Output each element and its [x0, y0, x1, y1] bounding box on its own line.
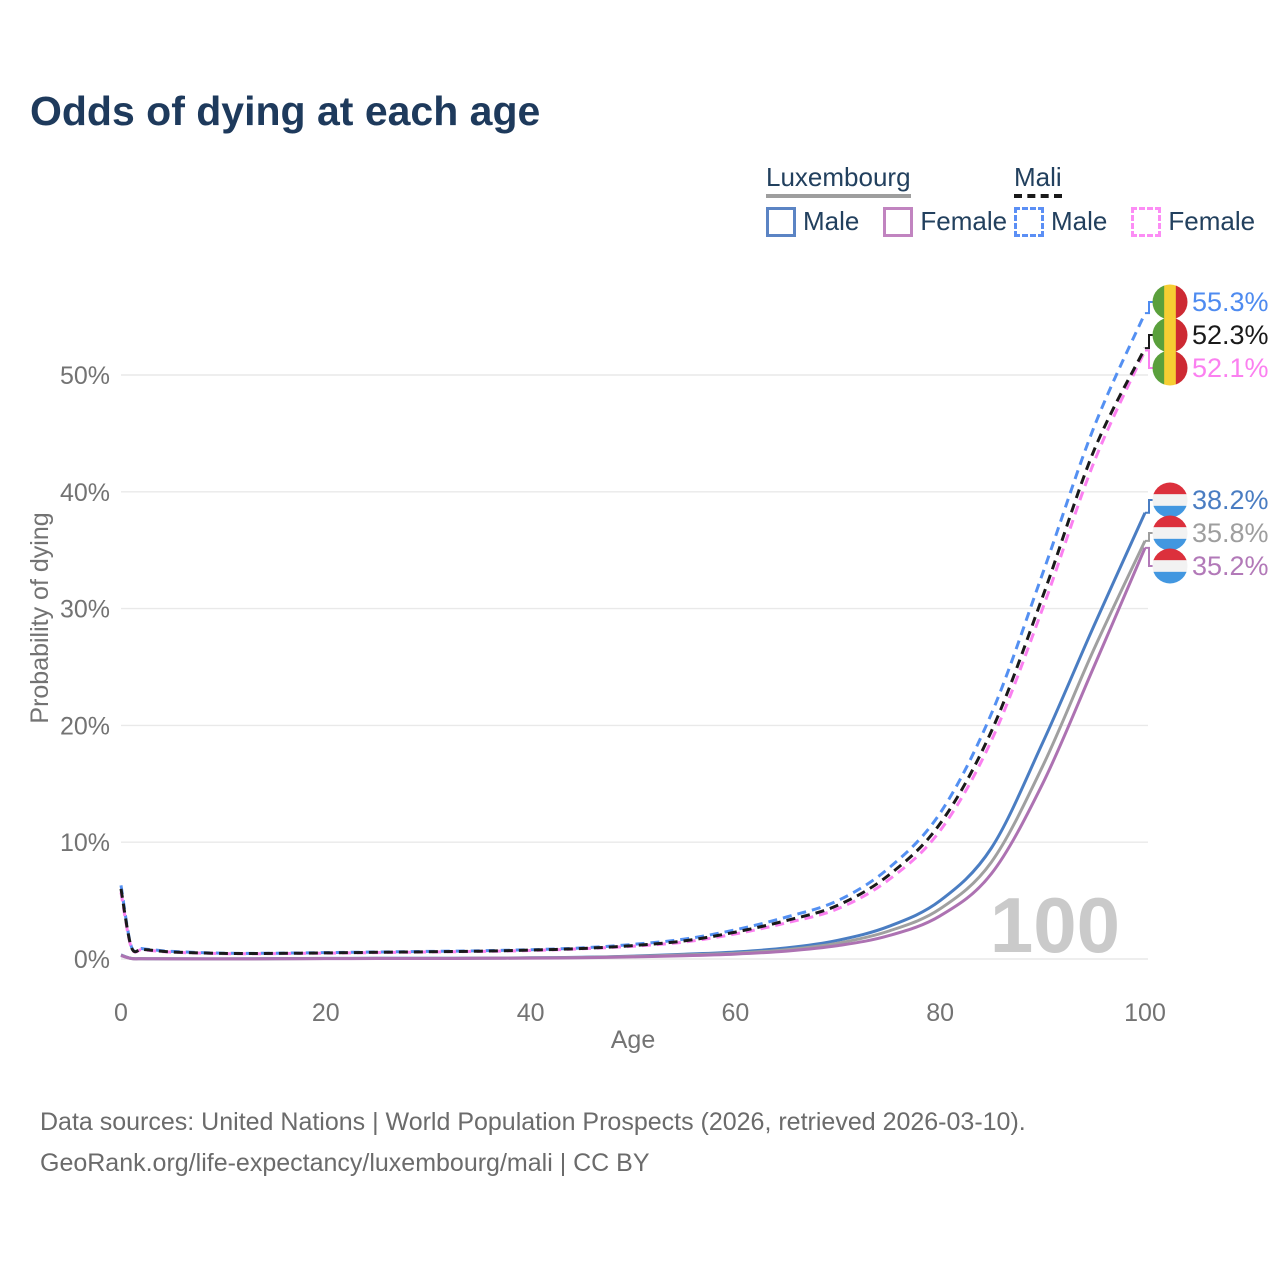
luxembourg-flag-icon — [1152, 548, 1188, 584]
x-tick-label: 80 — [926, 999, 954, 1027]
y-axis-title: Probability of dying — [26, 512, 54, 723]
label-connector — [1145, 301, 1153, 315]
legend: Luxembourg Male Female Mali Male Female — [0, 162, 1280, 252]
mali-flag-icon — [1152, 350, 1188, 386]
footer-line-1: Data sources: United Nations | World Pop… — [40, 1108, 1026, 1136]
end-value-label-mali-female: 52.1% — [1192, 353, 1269, 383]
legend-item-mali-male[interactable]: Male — [1014, 206, 1107, 237]
legend-group-mali: Mali Male Female — [1014, 162, 1255, 237]
legend-item-label: Male — [803, 206, 860, 236]
mali-flag-icon — [1152, 317, 1188, 353]
x-tick-label: 0 — [114, 999, 128, 1027]
mali-flag-icon — [1152, 284, 1188, 320]
data-sources-note: Data sources: United Nations | World Pop… — [40, 1102, 1026, 1184]
y-tick-label: 10% — [60, 829, 110, 857]
legend-items-row: Male Female — [766, 206, 1007, 237]
legend-swatch-icon — [1014, 206, 1044, 237]
legend-swatch-icon — [883, 206, 914, 237]
legend-country-label-luxembourg: Luxembourg — [766, 162, 911, 198]
legend-item-label: Male — [1051, 206, 1108, 236]
end-value-label-luxembourg-both: 35.8% — [1192, 518, 1269, 548]
end-value-label-luxembourg-female: 35.2% — [1192, 551, 1269, 581]
label-connector — [1145, 499, 1153, 514]
legend-swatch-icon — [766, 206, 796, 237]
line-luxembourg-female — [120, 547, 1147, 961]
legend-item-luxembourg-male[interactable]: Male — [766, 206, 859, 237]
end-value-label-luxembourg-male: 38.2% — [1192, 485, 1269, 515]
label-connector — [1145, 349, 1153, 369]
luxembourg-flag-icon — [1152, 515, 1188, 551]
legend-items-row: Male Female — [1014, 206, 1255, 237]
age-counter-watermark: 100 — [990, 881, 1120, 969]
y-tick-label: 50% — [60, 362, 110, 390]
end-value-label-mali-male: 55.3% — [1192, 287, 1269, 317]
legend-group-luxembourg: Luxembourg Male Female — [766, 162, 1007, 237]
x-axis-title: Age — [611, 1026, 655, 1054]
luxembourg-flag-icon — [1152, 482, 1188, 518]
x-tick-label: 100 — [1124, 999, 1166, 1027]
x-tick-label: 60 — [721, 999, 749, 1027]
legend-swatch-icon — [1131, 206, 1162, 237]
line-mali-both — [119, 347, 1147, 956]
line-mali-male — [119, 312, 1147, 955]
legend-item-luxembourg-female[interactable]: Female — [883, 206, 1007, 237]
legend-item-label: Female — [920, 206, 1008, 236]
legend-item-label: Female — [1168, 206, 1256, 236]
y-tick-label: 30% — [60, 596, 110, 624]
y-tick-label: 20% — [60, 712, 110, 740]
label-connector — [1145, 532, 1153, 542]
y-tick-label: 0% — [74, 946, 110, 974]
end-value-label-mali-both: 52.3% — [1192, 320, 1269, 350]
label-connector — [1145, 334, 1153, 350]
x-tick-label: 40 — [517, 999, 545, 1027]
label-connector — [1145, 546, 1153, 567]
x-tick-label: 20 — [312, 999, 340, 1027]
y-tick-label: 40% — [60, 479, 110, 507]
page-title: Odds of dying at each age — [30, 88, 541, 134]
legend-item-mali-female[interactable]: Female — [1131, 206, 1255, 237]
footer-line-2: GeoRank.org/life-expectancy/luxembourg/m… — [40, 1149, 650, 1177]
legend-country-label-mali: Mali — [1014, 162, 1062, 198]
